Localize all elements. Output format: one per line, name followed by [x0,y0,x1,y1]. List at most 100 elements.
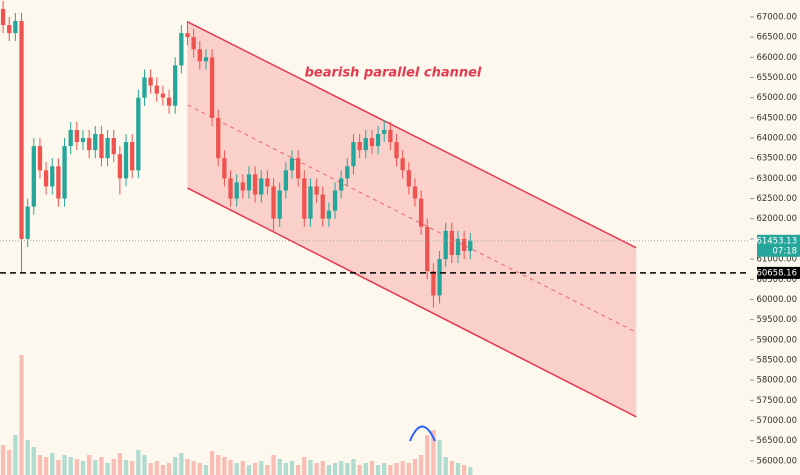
candle-body [320,194,325,219]
volume-bar [160,465,166,475]
candle-body [418,198,424,227]
candle-body [449,230,454,256]
candle-body [406,170,411,187]
candle-body [111,138,116,155]
candle-body [332,190,338,211]
candle-body [222,158,227,179]
candle-body [142,77,147,98]
volume-bar [326,465,332,475]
volume-bar [289,461,295,475]
y-tick-label: 66500.00 [756,33,797,43]
candle-body [455,238,461,256]
volume-bar [246,465,252,475]
candle-body [314,186,319,195]
candle-body [191,37,196,50]
y-tick-label: 59000.00 [756,335,797,345]
volume-bar [130,461,135,475]
candle-body [99,133,104,159]
volume-bar [74,459,79,475]
y-tick-label: 62000.00 [756,214,797,224]
volume-bar [345,463,350,475]
candle-body [203,57,209,62]
y-tick-label: 64000.00 [756,134,797,144]
volume-bar [203,465,209,475]
candle-body [265,178,270,187]
volume-bar [37,455,43,475]
volume-bar [80,461,86,475]
volume-bar [449,461,454,475]
volume-bar [154,461,159,475]
volume-bar [400,461,405,475]
y-tick-label: 65500.00 [756,73,797,83]
candle-body [437,259,442,296]
candle-body [308,186,313,219]
volume-bar [142,455,147,475]
candle-body [461,238,467,252]
channel-fill [187,21,637,417]
candle-body [369,138,375,147]
y-tick-label: 60500.00 [756,275,797,285]
candle-body [160,93,166,98]
y-tick-label: 61000.00 [756,255,797,265]
candle-body [375,133,381,147]
candle-body [56,166,61,199]
volume-bar [62,455,67,475]
y-tick-label: 66000.00 [756,53,797,63]
channel-upper-line [187,21,637,249]
candle-body [252,174,258,195]
volume-bar [0,445,6,475]
candle-body [363,138,368,151]
price-label-time: 07:18 [773,246,798,256]
volume-bar [357,465,362,475]
volume-bar [222,457,227,475]
candle-body [185,33,190,38]
candle-body [50,166,55,187]
volume-bar [277,459,282,475]
candle-body [431,271,436,296]
candle-body [123,142,129,179]
volume-bar [406,463,411,475]
channel-lower-line [187,187,637,418]
candle-body [357,142,362,151]
volume-bar [302,457,307,475]
volume-bar [185,459,190,475]
candle-body [62,146,67,199]
volume-bar [443,457,448,475]
candle-body [339,178,344,191]
candle-body [148,77,153,86]
volume-bar [363,463,368,475]
candle-body [37,146,43,171]
volume-bar [136,450,141,475]
volume-bar [468,467,473,475]
candle-body [136,97,141,171]
volume-bar [86,455,92,475]
volume-bar [425,435,430,475]
volume-bar [173,457,178,475]
candle-body [388,129,393,143]
candle-body [296,158,301,179]
candle-body [271,186,276,219]
candle-body [31,146,36,207]
candle-body [43,170,49,187]
candle-body [179,33,184,66]
volume-bar [240,461,245,475]
volume-bar [93,460,98,475]
volume-bar [56,460,61,475]
volume-bar [166,463,172,475]
candle-body [68,129,73,147]
candle-body [345,166,350,179]
volume-bar [339,461,344,475]
volume-bar [431,430,436,475]
volume-bar [228,460,233,475]
candle-body [443,230,448,260]
volume-bar [7,450,12,475]
candle-body [394,142,399,159]
candle-body [19,20,24,239]
volume-bar [105,463,110,475]
candle-body [173,65,178,106]
y-tick-label: 57500.00 [756,396,797,406]
candle-body [209,57,215,118]
volume-bar [351,459,356,475]
